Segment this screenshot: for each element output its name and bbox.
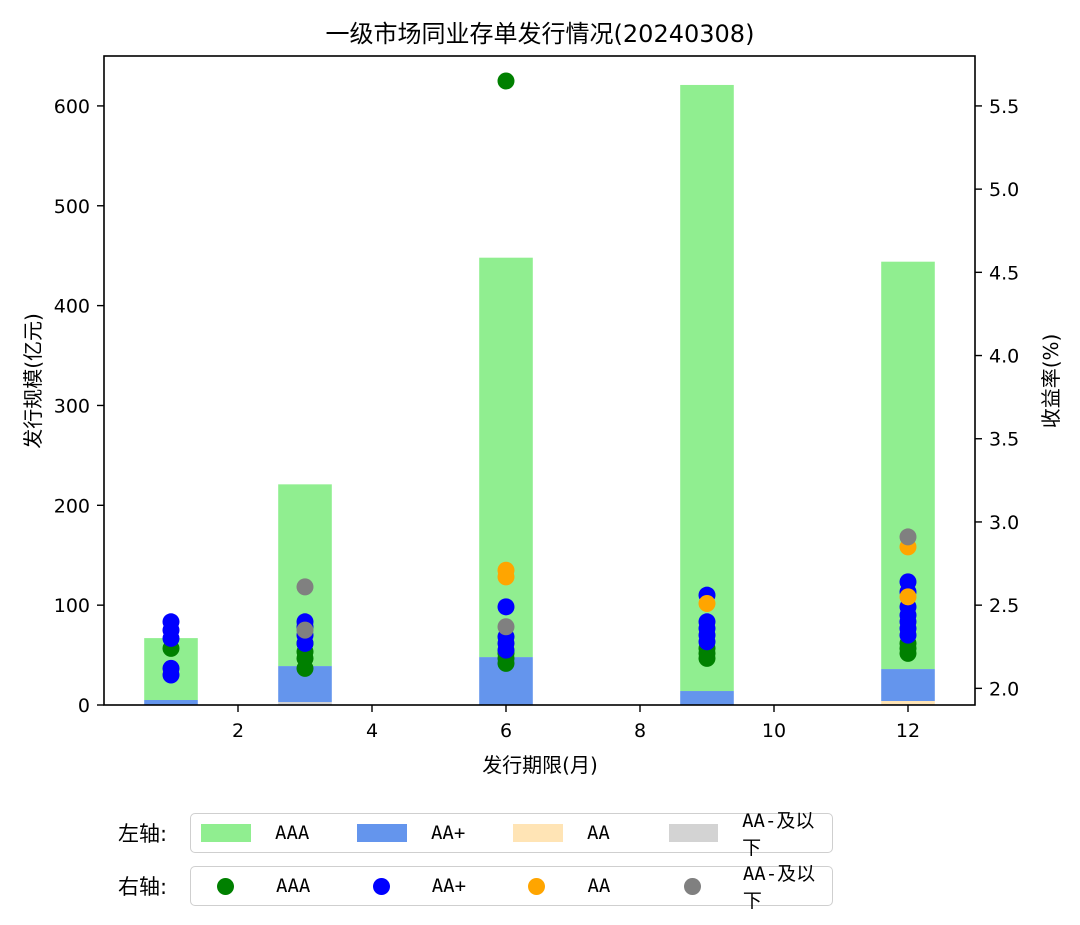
bar-segment <box>278 702 332 705</box>
legend-left-item-aaminus: AA-及以下 <box>659 806 832 860</box>
legend-right-item-aa: AA <box>502 875 658 897</box>
chart-canvas: 一级市场同业存单发行情况(20240308) 2 4 6 8 10 12 0 100 200 3… <box>21 20 1063 777</box>
scatter-point <box>497 598 515 616</box>
y-left-tick-label: 100 <box>54 595 90 617</box>
legend-label: AA-及以下 <box>742 810 815 859</box>
legend-left-item-aaa: AAA <box>191 822 347 844</box>
x-tick-label: 12 <box>896 720 920 742</box>
x-tick-label: 8 <box>634 720 646 742</box>
swatch-aa-bar <box>512 824 563 842</box>
scatter-point <box>698 613 716 631</box>
dot-aaa-icon <box>217 877 234 895</box>
legend-label: AA-及以下 <box>742 863 816 912</box>
y-left-tick-label: 400 <box>54 296 90 318</box>
bar-layer <box>144 84 935 705</box>
y-right-tick-label: 4.0 <box>989 346 1019 368</box>
bar-segment <box>680 691 734 705</box>
legend-right-axis: 右轴: AAA AA+ AA AA-及以下 <box>118 863 833 912</box>
scatter-point <box>497 72 515 90</box>
dot-aaminus-icon <box>684 877 701 895</box>
legend-left-axis: 左轴: AAA AA+ AA AA-及以下 <box>118 810 833 859</box>
bar-segment <box>881 669 935 702</box>
legend-left-item-aa: AA <box>503 822 659 844</box>
scatter-layer <box>162 72 917 684</box>
x-tick-label: 6 <box>500 720 512 742</box>
swatch-aaminus-bar <box>668 824 719 842</box>
scatter-point <box>162 659 180 677</box>
scatter-point <box>899 528 917 546</box>
y-left-tick-label: 200 <box>54 495 90 517</box>
swatch-aaa-bar <box>201 824 251 842</box>
legend-label: AA+ <box>431 875 467 897</box>
y-left-tick-label: 0 <box>78 695 90 717</box>
scatter-point <box>497 618 515 636</box>
x-tick-label: 2 <box>232 720 244 742</box>
legend-label: AA+ <box>430 822 466 844</box>
y-right-tick-label: 4.5 <box>989 262 1019 284</box>
scatter-point <box>162 613 180 631</box>
y-right-axis-ticks: 2.0 2.5 3.0 3.5 4.0 4.5 5.0 5.5 <box>975 96 1019 700</box>
dot-aaplus-icon <box>372 877 390 895</box>
y-right-tick-label: 3.5 <box>989 429 1019 451</box>
scatter-point <box>296 621 314 639</box>
chart-title: 一级市场同业存单发行情况(20240308) <box>326 20 755 48</box>
y-right-axis-label: 收益率(%) <box>1039 334 1063 429</box>
y-right-tick-label: 2.0 <box>989 678 1019 700</box>
x-tick-label: 4 <box>366 720 378 742</box>
x-axis-ticks: 2 4 6 8 10 12 <box>232 705 920 742</box>
legend-left-prefix: 左轴: <box>118 822 168 846</box>
plot-frame <box>103 55 976 706</box>
legend-label: AAA <box>275 822 310 844</box>
y-right-tick-label: 5.5 <box>989 96 1019 118</box>
bar-segment <box>881 701 935 705</box>
bar-segment <box>479 257 533 658</box>
legend-label: AAA <box>276 875 311 897</box>
y-right-tick-label: 3.0 <box>989 512 1019 534</box>
y-left-tick-label: 600 <box>54 96 90 118</box>
y-left-tick-label: 300 <box>54 395 90 417</box>
swatch-aaplus-bar <box>356 824 407 842</box>
y-right-tick-label: 2.5 <box>989 595 1019 617</box>
bar-segment <box>144 700 198 705</box>
scatter-point <box>497 561 515 579</box>
legend-right-prefix: 右轴: <box>118 875 168 899</box>
scatter-point <box>296 578 314 596</box>
scatter-point <box>899 588 917 606</box>
scatter-point <box>698 594 716 612</box>
x-axis-label: 发行期限(月) <box>482 753 598 777</box>
y-left-axis-label: 发行规模(亿元) <box>21 313 45 449</box>
legend-right-box: AAA AA+ AA AA-及以下 <box>190 863 833 912</box>
y-left-tick-label: 500 <box>54 196 90 218</box>
legend-right-item-aaa: AAA <box>191 875 347 897</box>
scatter-point <box>899 573 917 591</box>
legend-label: AA <box>586 822 610 844</box>
legend-left-item-aaplus: AA+ <box>347 822 503 844</box>
legend-left-box: AAA AA+ AA AA-及以下 <box>190 810 833 859</box>
y-right-tick-label: 5.0 <box>989 179 1019 201</box>
legend-label: AA <box>587 875 611 897</box>
x-tick-label: 10 <box>762 720 786 742</box>
legend-right-item-aaplus: AA+ <box>347 875 503 897</box>
dot-aa-icon <box>528 877 546 895</box>
y-left-axis-ticks: 0 100 200 300 400 500 600 <box>54 96 104 717</box>
legend-right-item-aaminus: AA-及以下 <box>658 859 832 913</box>
